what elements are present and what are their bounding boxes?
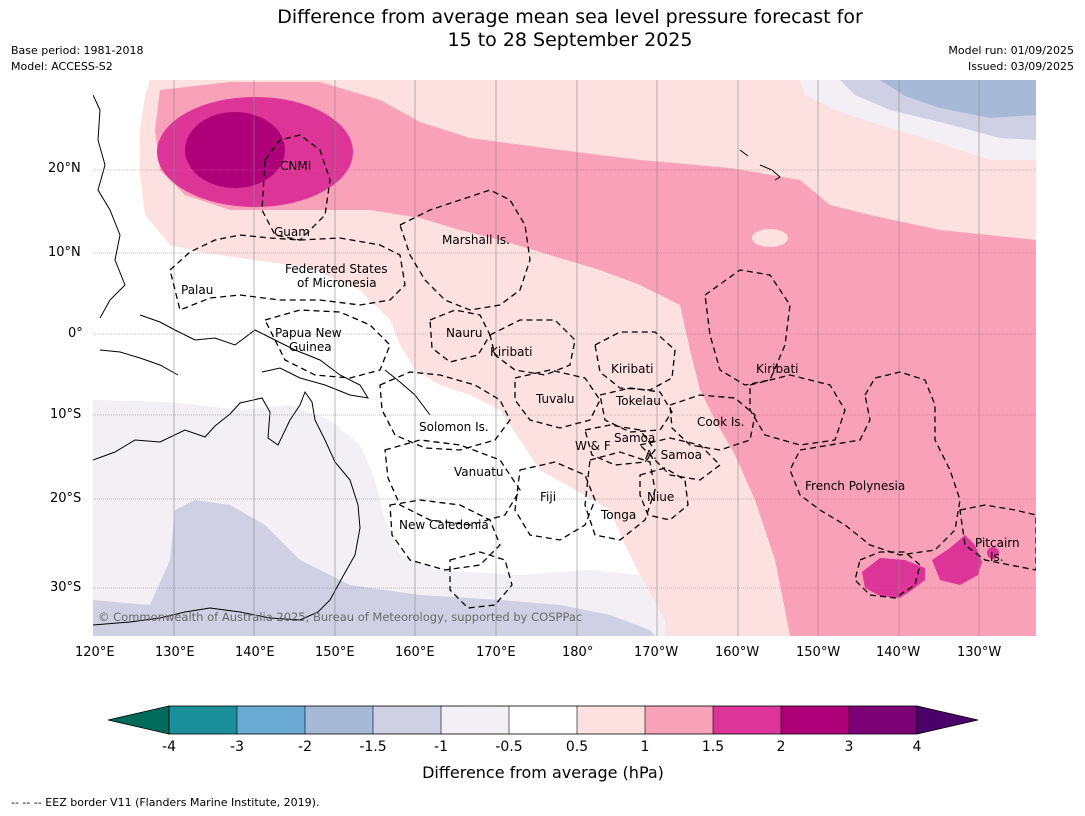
colorbar: -4 -3 -2 -1.5 -1 -0.5 0.5 1 1.5 2 3 4 Di…	[107, 705, 979, 782]
lat-label-0: 0°	[68, 326, 83, 341]
colorbar-tick-neg0-5: -0.5	[495, 739, 522, 755]
region-label-palau: Palau	[181, 283, 213, 297]
region-label-kiribati-c: Kiribati	[611, 362, 653, 376]
colorbar-bin-9	[713, 706, 781, 734]
meta-left: Base period: 1981-2018 Model: ACCESS-S2	[11, 43, 143, 75]
lon-label-170e: 170°E	[476, 645, 516, 660]
graticule	[93, 80, 1036, 636]
colorbar-tick-0-5: 0.5	[566, 739, 588, 755]
copyright-notice: © Commonwealth of Australia 2025, Bureau…	[98, 610, 582, 624]
region-label-png-1: Papua New	[275, 326, 342, 340]
colorbar-under-arrow	[107, 705, 170, 735]
region-label-png-2: Guinea	[289, 340, 332, 354]
lon-label-150w: 150°W	[796, 645, 841, 660]
colorbar-bin-2	[237, 706, 305, 734]
map-canvas: CNMI Guam Marshall Is. Federated States …	[93, 80, 1036, 636]
lon-label-170w: 170°W	[634, 645, 679, 660]
region-label-new-caledonia: New Caledonia	[399, 518, 489, 532]
region-label-wf: W & F	[575, 439, 611, 453]
colorbar-bin-5	[441, 706, 509, 734]
region-label-niue: Niue	[647, 490, 674, 504]
colorbar-bin-7	[577, 706, 645, 734]
model-run: Model run: 01/09/2025	[948, 44, 1074, 57]
map-panel: CNMI Guam Marshall Is. Federated States …	[93, 80, 1036, 636]
region-label-fsm-2: of Micronesia	[297, 276, 377, 290]
region-label-vanuatu: Vanuatu	[454, 465, 504, 479]
colorbar-tick-2: 2	[777, 739, 786, 755]
lon-label-160e: 160°E	[395, 645, 435, 660]
colorbar-tick-neg1-5: -1.5	[359, 739, 386, 755]
coastlines	[93, 94, 781, 626]
base-period: Base period: 1981-2018	[11, 44, 144, 57]
colorbar-tick-neg4: -4	[162, 739, 176, 755]
colorbar-tick-3: 3	[845, 739, 854, 755]
colorbar-bin-10	[781, 706, 849, 734]
issued-date: Issued: 03/09/2025	[967, 60, 1074, 73]
lon-label-140w: 140°W	[876, 645, 921, 660]
colorbar-bin-3	[305, 706, 373, 734]
region-label-guam: Guam	[274, 225, 310, 239]
region-label-fiji: Fiji	[540, 490, 556, 504]
lon-label-130e: 130°E	[155, 645, 195, 660]
lat-label-10n: 10°N	[48, 245, 81, 260]
region-label-kiribati-w: Kiribati	[490, 345, 532, 359]
anomaly-1-1-5-region	[155, 82, 1036, 636]
lon-label-150e: 150°E	[315, 645, 355, 660]
colorbar-bin-1	[169, 706, 237, 734]
colorbar-bin-6	[509, 706, 577, 734]
title-line-1: Difference from average mean sea level p…	[277, 6, 863, 28]
colorbar-bin-8	[645, 706, 713, 734]
region-label-asamoa: A. Samoa	[645, 448, 702, 462]
lat-label-20n: 20°N	[48, 161, 81, 176]
region-label-fsm-1: Federated States	[285, 262, 387, 276]
colorbar-tick-neg1: -1	[434, 739, 448, 755]
model-name: Model: ACCESS-S2	[11, 60, 113, 73]
region-label-tokelau: Tokelau	[615, 394, 661, 408]
lon-label-160w: 160°W	[715, 645, 760, 660]
lon-label-140e: 140°E	[235, 645, 275, 660]
region-label-cook: Cook Is.	[697, 415, 744, 429]
colorbar-tick-neg2: -2	[298, 739, 312, 755]
title-line-2: 15 to 28 September 2025	[447, 29, 693, 51]
colorbar-tick-1-5: 1.5	[702, 739, 724, 755]
region-label-nauru: Nauru	[446, 326, 482, 340]
lon-label-130w: 130°W	[957, 645, 1002, 660]
region-label-pitcairn-2: Is.	[990, 550, 1004, 564]
colorbar-over-arrow	[916, 705, 979, 735]
colorbar-bin-4	[373, 706, 441, 734]
region-label-tonga: Tonga	[600, 508, 636, 522]
colorbar-title: Difference from average (hPa)	[422, 763, 664, 782]
colorbar-bin-11	[849, 706, 917, 734]
region-label-tuvalu: Tuvalu	[535, 392, 575, 406]
lat-label-30s: 30°S	[50, 580, 82, 595]
colorbar-tick-4: 4	[913, 739, 922, 755]
lat-label-20s: 20°S	[50, 491, 82, 506]
anomaly-1-5-2-blob-pitcairn-e	[932, 535, 982, 585]
region-label-solomon: Solomon Is.	[419, 420, 489, 434]
colorbar-tick-1: 1	[641, 739, 650, 755]
region-label-marshall: Marshall Is.	[442, 233, 510, 247]
lon-label-120e: 120°E	[75, 645, 115, 660]
anomaly-2-3-blob-cnmi	[185, 112, 285, 188]
meta-right: Model run: 01/09/2025 Issued: 03/09/2025	[948, 43, 1074, 75]
region-label-cnmi: CNMI	[280, 159, 311, 173]
lon-label-180: 180°	[562, 645, 594, 660]
eez-footnote: -- -- -- EEZ border V11 (Flanders Marine…	[11, 796, 320, 809]
region-label-pitcairn-1: Pitcairn	[975, 536, 1020, 550]
map-title: Difference from average mean sea level p…	[0, 6, 1085, 52]
region-label-samoa: Samoa	[614, 431, 655, 445]
colorbar-tick-neg3: -3	[230, 739, 244, 755]
region-label-french-polynesia: French Polynesia	[805, 479, 905, 493]
eez-borders	[169, 134, 1036, 609]
region-label-kiribati-e: Kiribati	[756, 362, 798, 376]
lat-label-10s: 10°S	[50, 407, 82, 422]
anomaly-neg-1-5-neg-1-region-sw	[93, 500, 655, 636]
anomaly-neg-2-neg-1-5-region-ne	[880, 80, 1036, 118]
